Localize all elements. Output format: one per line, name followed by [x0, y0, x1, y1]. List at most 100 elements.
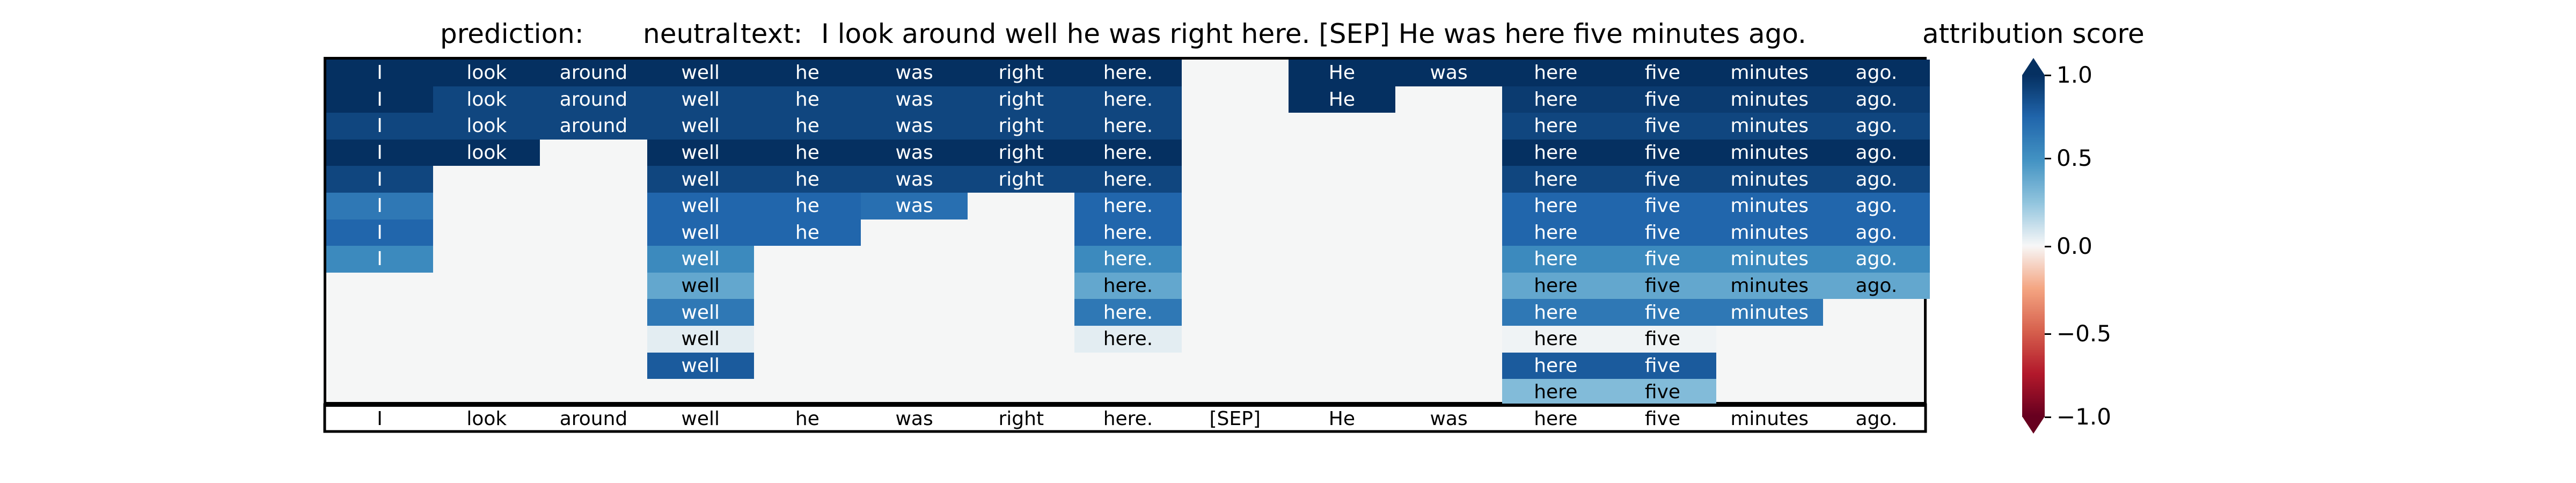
colorbar-segment [2022, 230, 2045, 233]
colorbar-tick-label: 0.5 [2057, 145, 2092, 171]
colorbar-segment [2022, 175, 2045, 178]
colorbar-segment [2022, 204, 2045, 207]
colorbar-segment [2022, 244, 2045, 246]
colorbar-segment [2022, 399, 2045, 402]
heatmap-cell: minutes [1716, 60, 1823, 86]
colorbar-segment [2022, 116, 2045, 119]
colorbar-segment [2022, 155, 2045, 158]
colorbar-segment [2022, 310, 2045, 313]
colorbar-segment [2022, 334, 2045, 337]
colorbar-segment [2022, 112, 2045, 115]
heatmap-cell: right [968, 86, 1075, 113]
colorbar-segment [2022, 298, 2045, 301]
token-label: around [559, 407, 628, 430]
colorbar-segment [2022, 148, 2045, 151]
heatmap-cell: well [647, 166, 754, 193]
heatmap-cell: ago. [1823, 86, 1930, 113]
colorbar-segment [2022, 152, 2045, 155]
heatmap-cell: well [647, 219, 754, 246]
heatmap-cell: right [968, 166, 1075, 193]
text-label: text: [741, 18, 803, 49]
colorbar-segment [2022, 136, 2045, 139]
heatmap-cell: he [753, 166, 861, 193]
colorbar-segment [2022, 360, 2045, 363]
colorbar-segment [2022, 385, 2045, 388]
heatmap-cell: here. [1074, 219, 1182, 246]
heatmap-cell: around [540, 60, 647, 86]
colorbar-segment [2022, 341, 2045, 344]
colorbar-segment [2022, 240, 2045, 243]
heatmap-cell: minutes [1716, 166, 1823, 193]
colorbar-segment [2022, 104, 2045, 107]
colorbar-segment [2022, 280, 2045, 282]
heatmap-cell: here [1502, 113, 1609, 140]
colorbar-segment [2022, 256, 2045, 259]
heatmap-cell: here. [1074, 299, 1182, 326]
heatmap-cell: here [1502, 326, 1609, 353]
heatmap-cell: he [753, 219, 861, 246]
heatmap-cell: was [861, 86, 968, 113]
colorbar-segment [2022, 249, 2045, 252]
colorbar-segment [2022, 414, 2045, 417]
heatmap-cell: he [753, 193, 861, 219]
colorbar-segment [2022, 187, 2045, 191]
heatmap-cell: here [1502, 379, 1609, 406]
colorbar-title: attribution score [1922, 18, 2145, 49]
colorbar-tick-label: −0.5 [2057, 320, 2111, 347]
colorbar-segment [2022, 92, 2045, 94]
colorbar-extend-min [2022, 416, 2045, 434]
colorbar-segment [2022, 143, 2045, 146]
colorbar-segment [2022, 382, 2045, 385]
colorbar-segment [2022, 323, 2045, 325]
heatmap-cell: was [1395, 60, 1503, 86]
heatmap-cell: ago. [1823, 219, 1930, 246]
colorbar-segment [2022, 336, 2045, 339]
colorbar-segment [2022, 278, 2045, 281]
prediction-value: neutral [643, 18, 739, 49]
colorbar-segment [2022, 82, 2045, 84]
colorbar-segment [2022, 291, 2045, 295]
colorbar-segment [2022, 157, 2045, 159]
heatmap-cell: was [861, 139, 968, 166]
heatmap-cell: five [1609, 113, 1716, 140]
colorbar-segment [2022, 153, 2045, 156]
heatmap-cell: here [1502, 86, 1609, 113]
heatmap-cell: I [326, 219, 434, 246]
colorbar-segment [2022, 363, 2045, 366]
colorbar-segment [2022, 374, 2045, 376]
heatmap-cell: he [753, 113, 861, 140]
colorbar-segment [2022, 206, 2045, 209]
colorbar-segment [2022, 358, 2045, 361]
heatmap-cell: five [1609, 193, 1716, 219]
colorbar-segment [2022, 128, 2045, 130]
heatmap-cell: well [647, 113, 754, 140]
colorbar-segment [2022, 324, 2045, 327]
colorbar-segment [2022, 211, 2045, 214]
colorbar-segment [2022, 402, 2045, 405]
colorbar-segment [2022, 268, 2045, 270]
colorbar-segment [2022, 259, 2045, 262]
colorbar-segment [2022, 142, 2045, 144]
colorbar-segment [2022, 295, 2045, 298]
colorbar-segment [2022, 191, 2045, 194]
colorbar-segment [2022, 379, 2045, 382]
colorbar-segment [2022, 297, 2045, 299]
colorbar-segment [2022, 314, 2045, 317]
token-label: [SEP] [1209, 407, 1261, 430]
text-value: I look around well he was right here. [S… [821, 18, 1806, 49]
colorbar-segment [2022, 287, 2045, 289]
colorbar-segment [2022, 283, 2045, 286]
colorbar-segment [2022, 165, 2045, 168]
heatmap-cell: minutes [1716, 299, 1823, 326]
colorbar-tick-mark [2045, 158, 2051, 159]
colorbar-segment [2022, 370, 2045, 373]
colorbar-segment [2022, 352, 2045, 354]
colorbar-segment [2022, 261, 2045, 264]
colorbar-segment [2022, 96, 2045, 98]
heatmap-cell: five [1609, 299, 1716, 326]
colorbar-segment [2022, 203, 2045, 206]
colorbar-segment [2022, 200, 2045, 202]
heatmap-cell: ago. [1823, 139, 1930, 166]
colorbar-segment [2022, 329, 2045, 332]
heatmap-cell: look [433, 86, 540, 113]
